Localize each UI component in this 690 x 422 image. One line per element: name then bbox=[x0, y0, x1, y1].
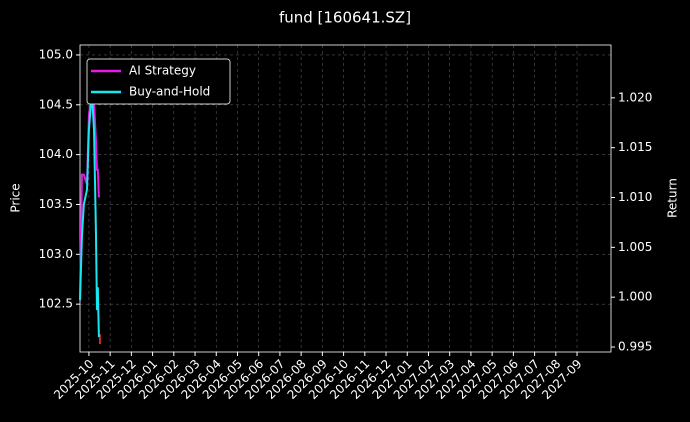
plot-frame bbox=[79, 44, 612, 353]
y2-tick-label: 1.010 bbox=[618, 190, 652, 204]
legend-label: Buy-and-Hold bbox=[129, 85, 210, 99]
legend bbox=[86, 58, 231, 105]
y2-tick-label: 1.020 bbox=[618, 90, 652, 104]
y2-tick-label: 1.005 bbox=[618, 240, 652, 254]
y2-tick-label: 1.000 bbox=[618, 290, 652, 304]
y-tick-label: 102.5 bbox=[39, 297, 73, 311]
y-tick-label: 103.0 bbox=[39, 247, 73, 261]
y-tick-label: 104.0 bbox=[39, 147, 73, 161]
y-tick-label: 104.5 bbox=[39, 97, 73, 111]
y2-axis-label: Return bbox=[666, 178, 680, 218]
legend-label: AI Strategy bbox=[129, 64, 196, 78]
y-tick-label: 105.0 bbox=[39, 47, 73, 61]
y2-tick-label: 0.995 bbox=[618, 340, 652, 354]
y2-tick-label: 1.015 bbox=[618, 140, 652, 154]
y-axis-label: Price bbox=[9, 183, 23, 212]
chart-title: fund [160641.SZ] bbox=[279, 9, 411, 27]
y-tick-label: 103.5 bbox=[39, 197, 73, 211]
